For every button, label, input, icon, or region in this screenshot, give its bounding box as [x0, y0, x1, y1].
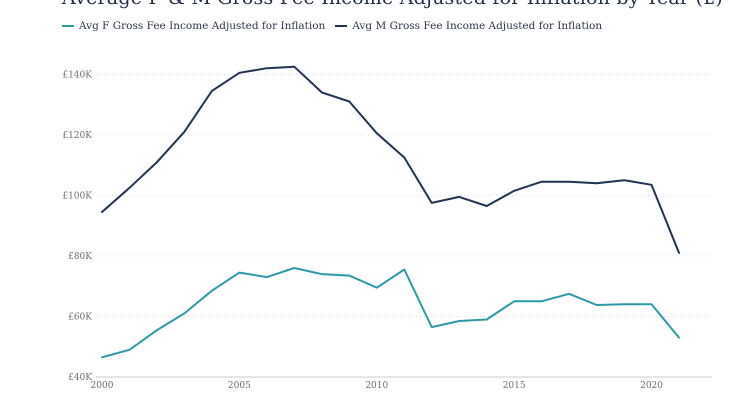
legend: Avg F Gross Fee Income Adjusted for Infl… — [62, 20, 602, 32]
series-lines — [101, 65, 680, 359]
series-line-f — [101, 267, 680, 359]
legend-item-f: Avg F Gross Fee Income Adjusted for Infl… — [62, 20, 325, 32]
x-tick-label: 2005 — [228, 381, 251, 391]
y-axis: £40K £60K £80K £100K £120K £140K — [62, 70, 92, 383]
y-tick-label: £120K — [62, 131, 92, 141]
y-tick-label: £40K — [68, 373, 92, 383]
chart-title: Average F & M Gross Fee Income Adjusted … — [62, 0, 723, 9]
x-axis: 2000 2005 2010 2015 2020 — [91, 376, 712, 391]
gridlines — [96, 73, 712, 317]
y-tick-label: £60K — [68, 312, 92, 322]
y-tick-label: £140K — [62, 70, 92, 80]
y-tick-label: £100K — [62, 191, 92, 201]
x-tick-label: 2000 — [91, 381, 114, 391]
legend-item-m: Avg M Gross Fee Income Adjusted for Infl… — [335, 20, 602, 32]
x-tick-label: 2020 — [640, 381, 663, 391]
x-tick-label: 2015 — [503, 381, 526, 391]
x-tick-label: 2010 — [365, 381, 388, 391]
legend-swatch-f — [62, 25, 74, 27]
legend-swatch-m — [335, 25, 348, 27]
legend-label-f: Avg F Gross Fee Income Adjusted for Infl… — [79, 20, 326, 32]
legend-label-m: Avg M Gross Fee Income Adjusted for Infl… — [352, 20, 603, 32]
series-line-m — [101, 65, 680, 254]
y-tick-label: £80K — [68, 252, 92, 262]
